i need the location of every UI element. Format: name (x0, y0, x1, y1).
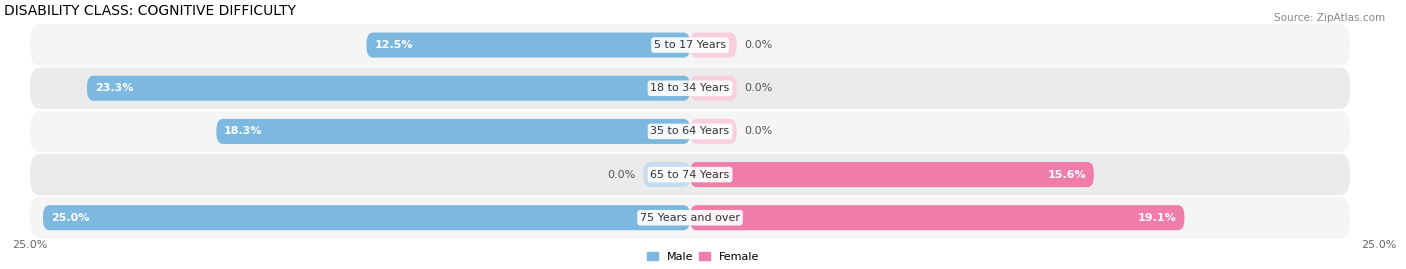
Text: 19.1%: 19.1% (1137, 213, 1177, 223)
Text: 12.5%: 12.5% (374, 40, 413, 50)
Text: 15.6%: 15.6% (1047, 169, 1085, 180)
Text: 0.0%: 0.0% (607, 169, 636, 180)
Text: 5 to 17 Years: 5 to 17 Years (654, 40, 725, 50)
Text: 25.0%: 25.0% (11, 240, 48, 250)
Text: 25.0%: 25.0% (51, 213, 89, 223)
Text: 0.0%: 0.0% (744, 40, 773, 50)
FancyBboxPatch shape (30, 111, 1350, 152)
FancyBboxPatch shape (44, 205, 690, 230)
FancyBboxPatch shape (30, 197, 1350, 238)
FancyBboxPatch shape (367, 33, 690, 58)
Text: 35 to 64 Years: 35 to 64 Years (651, 126, 730, 136)
Text: 0.0%: 0.0% (744, 126, 773, 136)
FancyBboxPatch shape (87, 76, 690, 101)
Text: 75 Years and over: 75 Years and over (640, 213, 740, 223)
FancyBboxPatch shape (690, 119, 737, 144)
Legend: Male, Female: Male, Female (643, 247, 763, 266)
Text: 23.3%: 23.3% (94, 83, 134, 93)
Text: 65 to 74 Years: 65 to 74 Years (651, 169, 730, 180)
FancyBboxPatch shape (690, 33, 737, 58)
Text: DISABILITY CLASS: COGNITIVE DIFFICULTY: DISABILITY CLASS: COGNITIVE DIFFICULTY (4, 4, 297, 18)
FancyBboxPatch shape (690, 205, 1184, 230)
FancyBboxPatch shape (30, 154, 1350, 195)
FancyBboxPatch shape (30, 24, 1350, 66)
Text: 25.0%: 25.0% (1361, 240, 1396, 250)
Text: Source: ZipAtlas.com: Source: ZipAtlas.com (1274, 13, 1385, 23)
Text: 0.0%: 0.0% (744, 83, 773, 93)
FancyBboxPatch shape (690, 162, 1094, 187)
FancyBboxPatch shape (217, 119, 690, 144)
Text: 18.3%: 18.3% (224, 126, 263, 136)
Text: 18 to 34 Years: 18 to 34 Years (651, 83, 730, 93)
FancyBboxPatch shape (30, 68, 1350, 109)
FancyBboxPatch shape (690, 76, 737, 101)
FancyBboxPatch shape (644, 162, 690, 187)
